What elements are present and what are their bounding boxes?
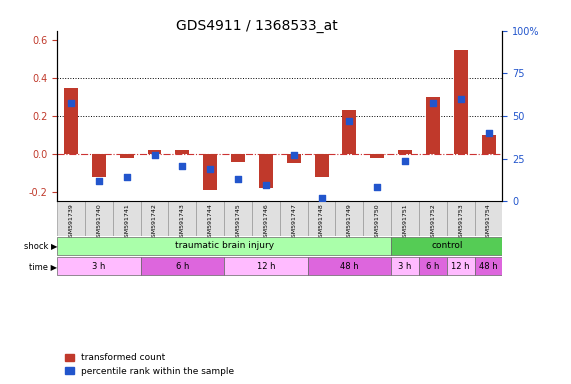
Text: GSM591744: GSM591744 bbox=[208, 203, 213, 241]
Text: GSM591740: GSM591740 bbox=[96, 203, 102, 241]
Bar bbox=[481, 135, 496, 154]
Bar bbox=[343, 110, 356, 154]
Point bbox=[206, 166, 215, 172]
Text: control: control bbox=[431, 241, 463, 250]
Point bbox=[289, 152, 298, 158]
Text: GSM591750: GSM591750 bbox=[375, 203, 380, 241]
Text: traumatic brain injury: traumatic brain injury bbox=[175, 241, 274, 250]
Point bbox=[400, 158, 409, 164]
Bar bbox=[92, 154, 106, 177]
FancyBboxPatch shape bbox=[391, 237, 502, 255]
FancyBboxPatch shape bbox=[419, 257, 447, 275]
Bar bbox=[147, 150, 162, 154]
Point bbox=[150, 152, 159, 158]
FancyBboxPatch shape bbox=[447, 201, 475, 235]
FancyBboxPatch shape bbox=[112, 201, 140, 235]
Text: time ▶: time ▶ bbox=[29, 262, 57, 271]
FancyBboxPatch shape bbox=[363, 201, 391, 235]
Bar bbox=[398, 150, 412, 154]
FancyBboxPatch shape bbox=[85, 201, 112, 235]
FancyBboxPatch shape bbox=[308, 201, 335, 235]
FancyBboxPatch shape bbox=[140, 257, 224, 275]
Point bbox=[66, 100, 75, 106]
Point bbox=[456, 96, 465, 102]
Point bbox=[317, 195, 326, 201]
Text: 6 h: 6 h bbox=[176, 262, 189, 271]
Text: GSM591748: GSM591748 bbox=[319, 203, 324, 241]
Point bbox=[428, 100, 437, 106]
FancyBboxPatch shape bbox=[391, 257, 419, 275]
Text: 12 h: 12 h bbox=[452, 262, 470, 271]
Text: GSM591747: GSM591747 bbox=[291, 203, 296, 241]
Text: GSM591751: GSM591751 bbox=[403, 203, 408, 241]
FancyBboxPatch shape bbox=[57, 257, 140, 275]
Text: GSM591745: GSM591745 bbox=[235, 203, 240, 241]
FancyBboxPatch shape bbox=[252, 201, 280, 235]
FancyBboxPatch shape bbox=[57, 201, 85, 235]
Point bbox=[484, 130, 493, 136]
FancyBboxPatch shape bbox=[280, 201, 308, 235]
Text: GSM591753: GSM591753 bbox=[458, 203, 463, 241]
Legend: transformed count, percentile rank within the sample: transformed count, percentile rank withi… bbox=[62, 350, 238, 379]
Point bbox=[94, 178, 103, 184]
Point bbox=[122, 174, 131, 180]
Text: GSM591752: GSM591752 bbox=[431, 203, 436, 241]
Text: GSM591742: GSM591742 bbox=[152, 203, 157, 241]
Point bbox=[178, 163, 187, 169]
Text: GDS4911 / 1368533_at: GDS4911 / 1368533_at bbox=[176, 19, 338, 33]
FancyBboxPatch shape bbox=[419, 201, 447, 235]
Point bbox=[262, 182, 271, 188]
Text: 3 h: 3 h bbox=[92, 262, 106, 271]
Bar bbox=[426, 97, 440, 154]
Bar bbox=[287, 154, 301, 164]
Text: 48 h: 48 h bbox=[479, 262, 498, 271]
FancyBboxPatch shape bbox=[196, 201, 224, 235]
Bar bbox=[120, 154, 134, 158]
FancyBboxPatch shape bbox=[335, 201, 363, 235]
Text: 6 h: 6 h bbox=[426, 262, 440, 271]
Text: shock ▶: shock ▶ bbox=[23, 241, 57, 250]
Text: GSM591743: GSM591743 bbox=[180, 203, 185, 241]
FancyBboxPatch shape bbox=[57, 237, 391, 255]
FancyBboxPatch shape bbox=[475, 201, 502, 235]
Bar bbox=[203, 154, 217, 190]
Bar bbox=[175, 150, 190, 154]
Bar bbox=[259, 154, 273, 188]
Bar bbox=[64, 88, 78, 154]
Text: 3 h: 3 h bbox=[399, 262, 412, 271]
Point bbox=[345, 118, 354, 124]
FancyBboxPatch shape bbox=[308, 257, 391, 275]
FancyBboxPatch shape bbox=[475, 257, 502, 275]
Text: 48 h: 48 h bbox=[340, 262, 359, 271]
FancyBboxPatch shape bbox=[140, 201, 168, 235]
Text: GSM591749: GSM591749 bbox=[347, 203, 352, 241]
Bar bbox=[454, 50, 468, 154]
FancyBboxPatch shape bbox=[447, 257, 475, 275]
Point bbox=[373, 184, 382, 190]
Bar bbox=[370, 154, 384, 158]
FancyBboxPatch shape bbox=[168, 201, 196, 235]
Text: GSM591746: GSM591746 bbox=[263, 203, 268, 241]
FancyBboxPatch shape bbox=[391, 201, 419, 235]
FancyBboxPatch shape bbox=[224, 201, 252, 235]
FancyBboxPatch shape bbox=[224, 257, 308, 275]
Bar bbox=[315, 154, 328, 177]
Text: GSM591739: GSM591739 bbox=[69, 203, 74, 241]
Bar bbox=[231, 154, 245, 162]
Text: GSM591741: GSM591741 bbox=[124, 203, 129, 241]
Text: 12 h: 12 h bbox=[256, 262, 275, 271]
Text: GSM591754: GSM591754 bbox=[486, 203, 491, 241]
Point bbox=[234, 176, 243, 182]
